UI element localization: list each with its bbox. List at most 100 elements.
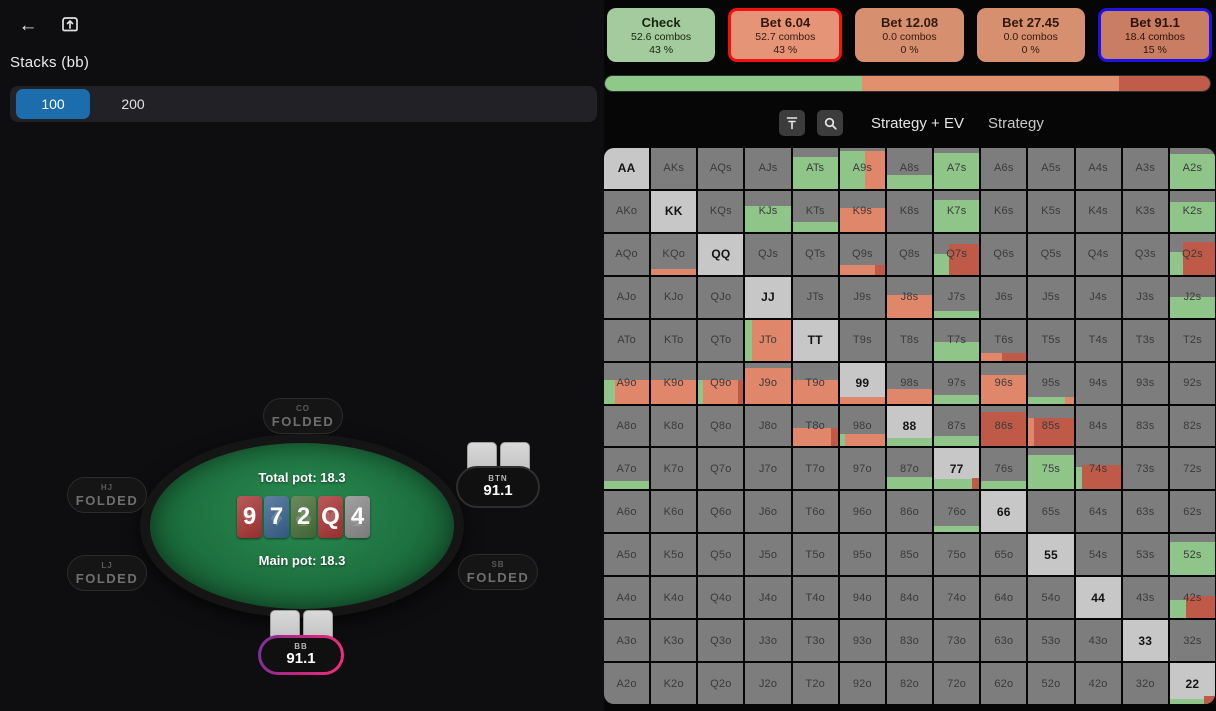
hand-cell-QQ[interactable]: QQ [698, 233, 744, 275]
hand-cell-77[interactable]: 77 [934, 448, 980, 490]
hand-cell-J2o[interactable]: J2o [745, 663, 791, 704]
hand-cell-86o[interactable]: 86o [886, 491, 933, 533]
hand-cell-A8o[interactable]: A8o [604, 405, 650, 447]
action-button-check[interactable]: Check 52.6 combos 43 % [607, 8, 716, 62]
hand-cell-92s[interactable]: 92s [1169, 362, 1215, 404]
hand-cell-Q5s[interactable]: Q5s [1028, 233, 1074, 275]
hand-cell-KQs[interactable]: KQs [698, 190, 744, 232]
hand-cell-52o[interactable]: 52o [1028, 663, 1074, 704]
hand-cell-Q3o[interactable]: Q3o [698, 620, 744, 662]
hand-cell-87s[interactable]: 87s [934, 405, 980, 447]
hand-cell-85o[interactable]: 85o [886, 534, 933, 576]
hand-cell-97s[interactable]: 97s [934, 362, 980, 404]
hand-cell-T8o[interactable]: T8o [792, 405, 838, 447]
search-icon[interactable] [817, 110, 843, 136]
hand-cell-J4s[interactable]: J4s [1075, 276, 1121, 318]
hand-cell-Q7o[interactable]: Q7o [698, 448, 744, 490]
hand-cell-A2s[interactable]: A2s [1169, 148, 1215, 189]
hand-cell-K3o[interactable]: K3o [651, 620, 697, 662]
hand-cell-KQo[interactable]: KQo [651, 233, 697, 275]
hand-cell-K4o[interactable]: K4o [651, 577, 697, 619]
hand-cell-J7o[interactable]: J7o [745, 448, 791, 490]
hand-cell-AA[interactable]: AA [604, 148, 650, 189]
hand-cell-33[interactable]: 33 [1122, 620, 1168, 662]
hand-cell-98s[interactable]: 98s [886, 362, 933, 404]
action-button-bet-91.1[interactable]: Bet 91.1 18.4 combos 15 % [1097, 8, 1213, 62]
hand-cell-72s[interactable]: 72s [1169, 448, 1215, 490]
tab-strategy-ev[interactable]: Strategy + EV [871, 114, 964, 132]
hand-cell-Q4s[interactable]: Q4s [1075, 233, 1121, 275]
hand-cell-87o[interactable]: 87o [886, 448, 933, 490]
hand-cell-KJo[interactable]: KJo [651, 276, 697, 318]
hand-cell-T5s[interactable]: T5s [1028, 319, 1074, 361]
hand-cell-QJo[interactable]: QJo [698, 276, 744, 318]
hand-cell-J6s[interactable]: J6s [981, 276, 1027, 318]
hand-cell-75s[interactable]: 75s [1028, 448, 1074, 490]
hand-cell-Q7s[interactable]: Q7s [934, 233, 980, 275]
hand-cell-KTs[interactable]: KTs [792, 190, 838, 232]
hand-cell-QJs[interactable]: QJs [745, 233, 791, 275]
hand-cell-44[interactable]: 44 [1075, 577, 1121, 619]
hand-cell-KTo[interactable]: KTo [651, 319, 697, 361]
hand-cell-TT[interactable]: TT [792, 319, 838, 361]
hand-cell-Q6o[interactable]: Q6o [698, 491, 744, 533]
hand-cell-K7s[interactable]: K7s [934, 190, 980, 232]
hand-cell-Q2s[interactable]: Q2s [1169, 233, 1215, 275]
hand-cell-84s[interactable]: 84s [1075, 405, 1121, 447]
open-in-window-icon[interactable] [56, 10, 84, 38]
hand-cell-J7s[interactable]: J7s [934, 276, 980, 318]
tab-strategy[interactable]: Strategy [987, 114, 1044, 132]
hand-cell-83o[interactable]: 83o [886, 620, 933, 662]
hand-cell-64s[interactable]: 64s [1075, 491, 1121, 533]
hand-cell-K5s[interactable]: K5s [1028, 190, 1074, 232]
hand-cell-AKo[interactable]: AKo [604, 190, 650, 232]
hand-cell-73s[interactable]: 73s [1122, 448, 1168, 490]
hand-cell-T4o[interactable]: T4o [792, 577, 838, 619]
hand-cell-98o[interactable]: 98o [839, 405, 885, 447]
hand-cell-A4s[interactable]: A4s [1075, 148, 1121, 189]
hand-cell-T6o[interactable]: T6o [792, 491, 838, 533]
hand-cell-75o[interactable]: 75o [934, 534, 980, 576]
hand-cell-J5o[interactable]: J5o [745, 534, 791, 576]
hand-cell-J6o[interactable]: J6o [745, 491, 791, 533]
hand-cell-K6o[interactable]: K6o [651, 491, 697, 533]
hand-cell-J5s[interactable]: J5s [1028, 276, 1074, 318]
hand-cell-94s[interactable]: 94s [1075, 362, 1121, 404]
hand-cell-T7o[interactable]: T7o [792, 448, 838, 490]
hand-cell-A6o[interactable]: A6o [604, 491, 650, 533]
hand-cell-J8o[interactable]: J8o [745, 405, 791, 447]
hand-cell-65o[interactable]: 65o [981, 534, 1027, 576]
hand-cell-A6s[interactable]: A6s [981, 148, 1027, 189]
text-filter-button[interactable] [779, 110, 805, 136]
hand-cell-97o[interactable]: 97o [839, 448, 885, 490]
hand-cell-A3s[interactable]: A3s [1122, 148, 1168, 189]
hand-cell-K2o[interactable]: K2o [651, 663, 697, 704]
hand-cell-66[interactable]: 66 [981, 491, 1027, 533]
hand-cell-76s[interactable]: 76s [981, 448, 1027, 490]
hand-cell-72o[interactable]: 72o [934, 663, 980, 704]
hand-cell-95s[interactable]: 95s [1028, 362, 1074, 404]
hand-cell-AJs[interactable]: AJs [745, 148, 791, 189]
hand-cell-JTs[interactable]: JTs [792, 276, 838, 318]
hand-cell-93o[interactable]: 93o [839, 620, 885, 662]
hand-cell-T5o[interactable]: T5o [792, 534, 838, 576]
hand-cell-J4o[interactable]: J4o [745, 577, 791, 619]
hand-cell-42s[interactable]: 42s [1169, 577, 1215, 619]
action-button-bet-6.04[interactable]: Bet 6.04 52.7 combos 43 % [728, 8, 843, 62]
hand-cell-K8s[interactable]: K8s [886, 190, 933, 232]
hand-cell-Q6s[interactable]: Q6s [981, 233, 1027, 275]
hand-cell-43s[interactable]: 43s [1122, 577, 1168, 619]
hand-cell-K9s[interactable]: K9s [839, 190, 885, 232]
hand-cell-Q3s[interactable]: Q3s [1122, 233, 1168, 275]
hand-cell-82s[interactable]: 82s [1169, 405, 1215, 447]
hand-cell-AQs[interactable]: AQs [698, 148, 744, 189]
hand-cell-J2s[interactable]: J2s [1169, 276, 1215, 318]
hand-cell-JTo[interactable]: JTo [745, 319, 791, 361]
stack-option-200[interactable]: 200 [121, 96, 145, 112]
hand-cell-T4s[interactable]: T4s [1075, 319, 1121, 361]
hand-cell-ATs[interactable]: ATs [792, 148, 838, 189]
hand-cell-76o[interactable]: 76o [934, 491, 980, 533]
hand-cell-88[interactable]: 88 [886, 405, 933, 447]
hand-cell-ATo[interactable]: ATo [604, 319, 650, 361]
hand-cell-74s[interactable]: 74s [1075, 448, 1121, 490]
